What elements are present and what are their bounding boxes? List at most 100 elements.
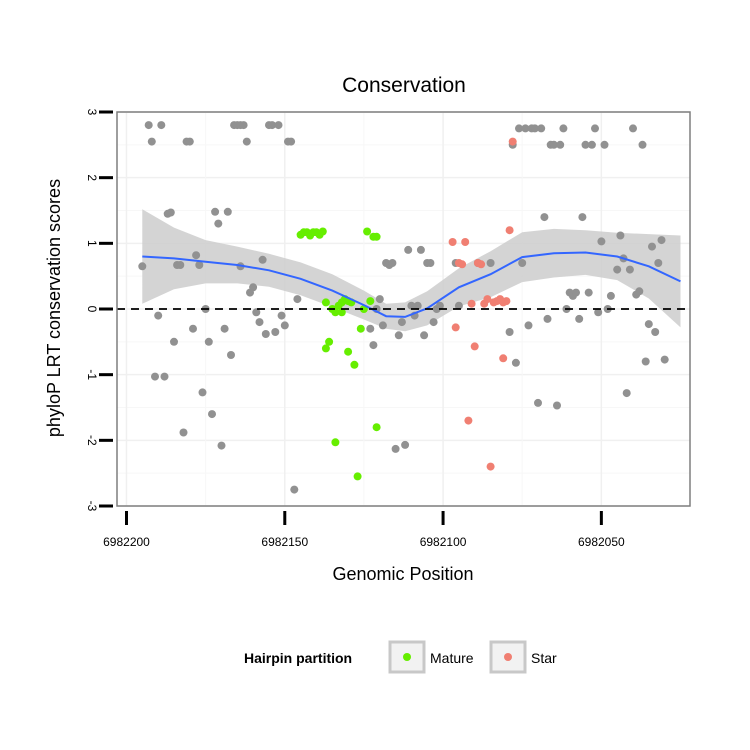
point-other [369, 341, 378, 350]
point-other [530, 124, 539, 133]
point-other [204, 337, 213, 346]
point-other [249, 283, 258, 292]
point-other [635, 287, 644, 296]
point-other [151, 372, 159, 381]
point-other [160, 372, 169, 381]
point-mature [353, 472, 362, 481]
point-other [591, 124, 599, 133]
point-other [518, 259, 527, 267]
point-other [622, 389, 631, 398]
point-other [388, 259, 397, 267]
x-tick-label: 6982100 [420, 535, 467, 549]
point-mature [356, 324, 365, 333]
smooth-fit-line [142, 251, 681, 318]
point-other [638, 140, 647, 149]
point-star [470, 342, 479, 351]
point-other [404, 245, 413, 254]
point-other [208, 410, 216, 419]
point-other [537, 124, 546, 133]
x-tick-label: 6982200 [103, 535, 150, 549]
point-other [435, 301, 444, 310]
point-other [429, 318, 438, 327]
y-tick-label: 1 [85, 240, 99, 247]
point-other [239, 121, 248, 130]
point-star [448, 238, 457, 246]
point-star [464, 416, 473, 425]
y-tick-label: -3 [85, 501, 99, 512]
point-other [157, 121, 166, 130]
x-axis-label: Genomic Position [332, 564, 473, 584]
y-tick-label: 3 [85, 109, 99, 116]
point-other [597, 237, 606, 246]
point-other [277, 311, 286, 320]
point-other [223, 207, 232, 216]
point-other [572, 288, 580, 297]
point-other [407, 301, 416, 310]
point-star [499, 354, 508, 363]
point-other [556, 140, 565, 149]
point-other [287, 137, 296, 146]
plot-panel-border [116, 111, 691, 507]
point-other [654, 259, 663, 267]
legend-marker-mature [403, 653, 411, 661]
point-star [477, 260, 486, 269]
point-other [144, 121, 153, 130]
point-other [217, 441, 226, 450]
point-other [600, 140, 609, 149]
point-mature [325, 337, 334, 346]
point-star [458, 260, 467, 269]
point-other [629, 124, 637, 133]
point-other [258, 255, 267, 264]
point-star [505, 226, 514, 235]
point-other [651, 328, 660, 336]
point-other [584, 288, 593, 297]
point-mature [363, 227, 372, 236]
smooth-line-layer [142, 251, 681, 318]
point-other [575, 314, 584, 323]
point-other [578, 213, 587, 222]
point-other [426, 259, 435, 267]
point-other [154, 311, 163, 320]
point-other [290, 485, 299, 494]
legend-title: Hairpin partition [244, 650, 352, 666]
chart-title: Conservation [342, 74, 466, 97]
point-star [467, 299, 476, 308]
point-other [375, 295, 384, 304]
y-axis-label: phyloP LRT conservation scores [44, 179, 64, 437]
point-other [521, 124, 530, 133]
point-mature [321, 344, 330, 353]
point-other [401, 440, 410, 449]
point-other [391, 444, 400, 453]
point-other [378, 321, 387, 330]
point-other [268, 121, 277, 130]
point-mature [372, 232, 381, 241]
point-other [648, 242, 656, 251]
point-other [549, 140, 558, 149]
point-mature [344, 347, 353, 356]
point-other [211, 207, 220, 216]
point-other [185, 137, 194, 146]
point-star [508, 137, 517, 146]
point-other [515, 124, 523, 133]
point-mature [331, 308, 340, 317]
point-other [179, 428, 188, 437]
point-other [252, 308, 261, 317]
point-other [189, 324, 197, 333]
point-other [524, 321, 533, 330]
point-mature [321, 298, 330, 307]
point-other [394, 331, 403, 340]
point-other [214, 219, 223, 228]
point-other [397, 318, 406, 327]
point-other [271, 328, 280, 336]
point-other [606, 291, 615, 300]
x-tick-label: 6982150 [261, 535, 308, 549]
point-mature [372, 423, 381, 432]
point-other [147, 137, 156, 146]
point-other [166, 208, 175, 217]
point-other [594, 308, 603, 317]
point-other [293, 295, 302, 304]
point-other [176, 261, 185, 269]
point-other [280, 321, 289, 330]
point-mature [331, 438, 340, 447]
